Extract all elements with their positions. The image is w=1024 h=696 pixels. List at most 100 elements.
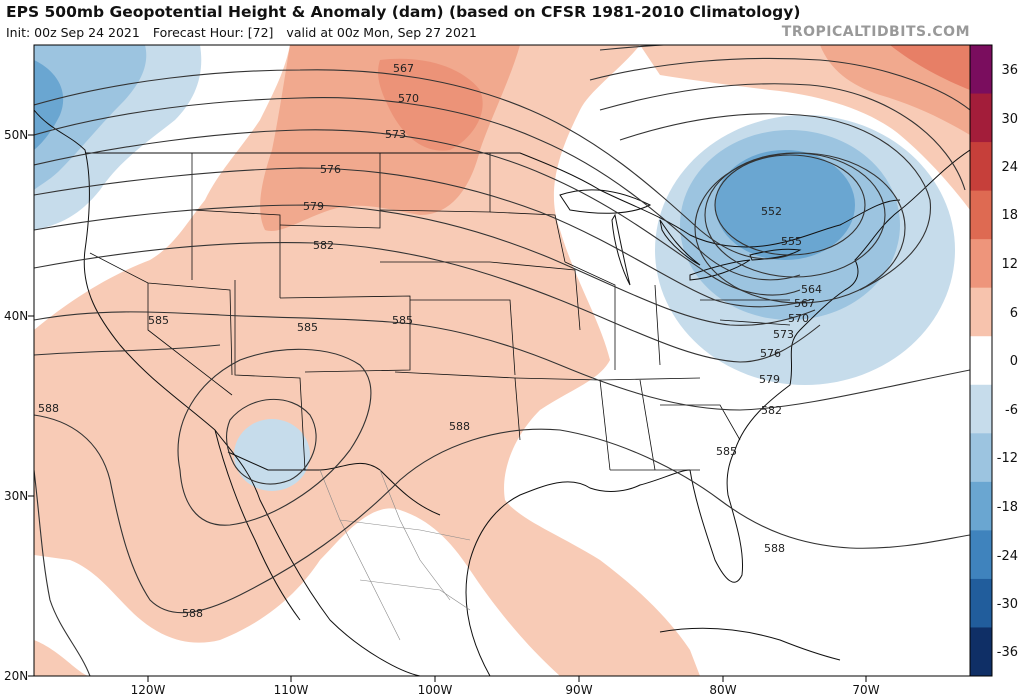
- contour-label: 567: [393, 62, 414, 75]
- country-border: [227, 451, 441, 516]
- colorbar-swatch: [970, 142, 992, 192]
- coastline: [689, 449, 744, 583]
- map-subtitle: Init: 00z Sep 24 2021 Forecast Hour: [72…: [6, 25, 486, 40]
- lon-label: 90W: [565, 683, 592, 696]
- contour-line: [589, 57, 970, 111]
- contour-label: 582: [761, 404, 782, 417]
- colorbar-swatch: [970, 627, 992, 677]
- mexico-state-borders: [319, 469, 471, 641]
- map-panel: 567 570 573 576 579 582 585 585 585 588 …: [34, 45, 970, 676]
- contour-line: [34, 414, 970, 614]
- colorbar-swatch: [970, 239, 992, 289]
- contour-line: [177, 348, 372, 526]
- state-border: [234, 280, 306, 471]
- colorbar-swatch: [970, 384, 992, 434]
- lat-label: 30N: [4, 489, 28, 503]
- coastline: [734, 149, 970, 451]
- contour-label: 576: [320, 163, 341, 176]
- colorbar-label: 18: [1001, 208, 1018, 223]
- colorbar-label: 36: [1001, 63, 1018, 78]
- negative-anomaly-region: [34, 60, 64, 150]
- contour-line: [34, 344, 221, 356]
- state-border: [410, 299, 516, 376]
- state-border: [359, 579, 471, 611]
- site-watermark: TROPICALTIDBITS.COM: [781, 24, 970, 40]
- longitude-axis: 120W 110W 100W 90W 80W 70W: [131, 676, 880, 696]
- colorbar-swatch: [970, 93, 992, 143]
- state-borders: [89, 153, 791, 471]
- great-lakes: [689, 259, 751, 281]
- great-lakes: [659, 219, 701, 266]
- colorbar-label: -6: [1005, 403, 1018, 418]
- colorbar-swatch: [970, 190, 992, 240]
- colorbar-frame: [969, 44, 993, 677]
- state-border: [379, 469, 451, 601]
- contour-label: 573: [385, 128, 406, 141]
- state-border: [654, 284, 661, 366]
- coastline: [214, 429, 301, 621]
- geography: [34, 109, 970, 676]
- contour-label: 567: [794, 297, 815, 310]
- colorbar-label: 30: [1001, 112, 1018, 127]
- colorbar-swatch: [970, 433, 992, 483]
- great-lakes: [559, 189, 652, 214]
- contour-label: 585: [392, 314, 413, 327]
- colorbar-label: -18: [997, 500, 1018, 515]
- contour-label: 555: [781, 235, 802, 248]
- country-border: [85, 152, 901, 248]
- contour-label: 585: [148, 314, 169, 327]
- state-border: [319, 469, 401, 641]
- state-border: [489, 261, 581, 331]
- negative-anomaly-region: [234, 419, 310, 491]
- contour-label: 573: [773, 328, 794, 341]
- contour-label: 585: [297, 321, 318, 334]
- contour-line: [225, 398, 317, 485]
- coastline: [465, 469, 691, 676]
- colorbar-labels: 36 30 24 18 12 6 0 -6 -12 -18 -24 -30 -3…: [997, 63, 1018, 660]
- valid-time: valid at 00z Mon, Sep 27 2021: [286, 25, 477, 40]
- contour-label: 588: [449, 420, 470, 433]
- contour-line: [34, 129, 801, 296]
- contour-line: [34, 69, 791, 260]
- colorbar-label: 6: [1010, 306, 1018, 321]
- state-border: [339, 519, 471, 541]
- contour-label: 564: [801, 283, 822, 296]
- state-border: [89, 252, 233, 376]
- lon-label: 70W: [852, 683, 879, 696]
- coastline: [659, 627, 841, 661]
- contour-label: 588: [38, 402, 59, 415]
- state-border: [599, 377, 701, 381]
- state-border: [719, 319, 791, 326]
- colorbar-swatch: [970, 530, 992, 580]
- height-contours: [34, 45, 970, 676]
- contour-line: [34, 469, 91, 676]
- latitude-axis: 50N 40N 30N 20N: [4, 128, 34, 683]
- contour-label: 588: [764, 542, 785, 555]
- colorbar-label: -12: [997, 451, 1018, 466]
- great-lakes: [611, 213, 631, 286]
- lat-label: 20N: [4, 669, 28, 683]
- forecast-hour: Forecast Hour: [72]: [152, 25, 274, 40]
- lon-label: 80W: [709, 683, 736, 696]
- positive-anomaly-peak: [890, 45, 970, 90]
- colorbar-swatch: [970, 578, 992, 628]
- lon-label: 100W: [418, 683, 453, 696]
- lon-label: 120W: [131, 683, 166, 696]
- contour-label: 570: [788, 312, 809, 325]
- positive-anomaly-peak: [378, 58, 483, 151]
- contour-label: 570: [398, 92, 419, 105]
- colorbar-swatch: [970, 336, 992, 386]
- lat-label: 40N: [4, 309, 28, 323]
- state-border: [489, 211, 566, 263]
- contour-label: 552: [761, 205, 782, 218]
- contour-label: 582: [313, 239, 334, 252]
- contour-label: 579: [303, 200, 324, 213]
- contour-label: 579: [759, 373, 780, 386]
- state-border: [147, 283, 233, 396]
- contour-label: 588: [182, 607, 203, 620]
- init-time: Init: 00z Sep 24 2021: [6, 25, 140, 40]
- state-border: [191, 209, 281, 298]
- contour-line: [34, 311, 970, 411]
- colorbar-label: 0: [1010, 354, 1018, 369]
